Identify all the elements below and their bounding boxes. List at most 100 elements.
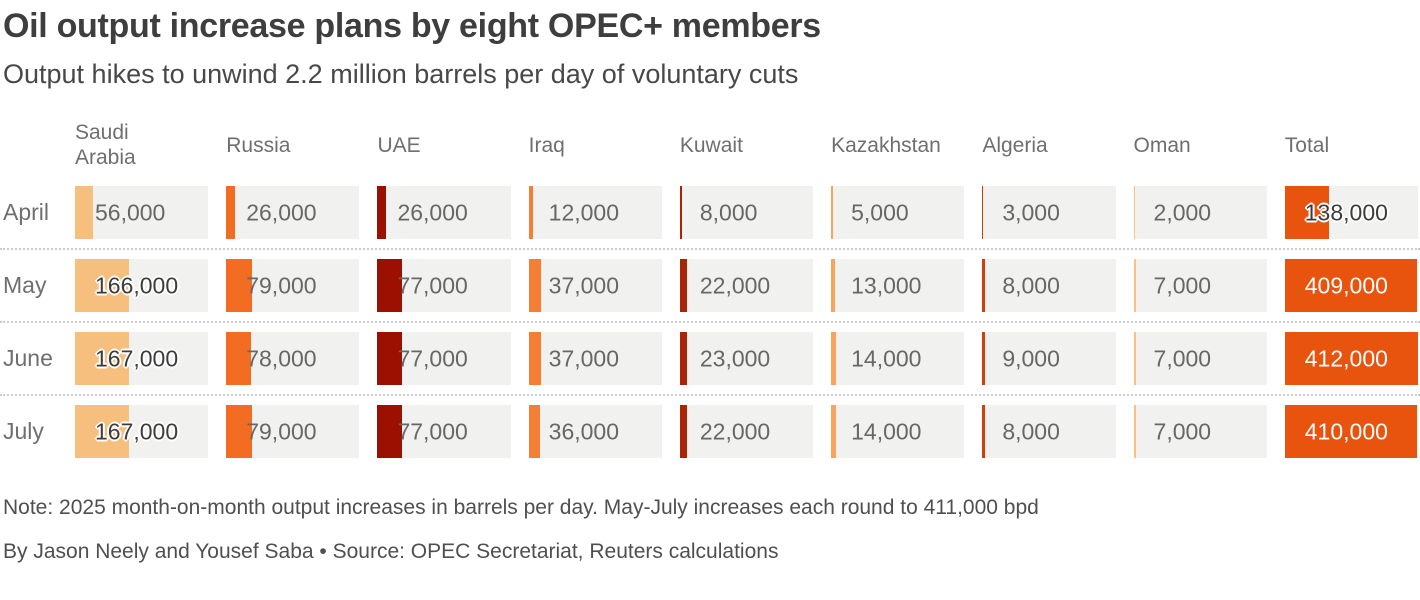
- value-cell: 23,000: [679, 332, 814, 386]
- value-cell: 7,000: [1133, 332, 1267, 386]
- row-label: May: [3, 272, 47, 299]
- value-bar: [1133, 332, 1136, 386]
- value-bar: [377, 332, 403, 386]
- value-bar: [377, 259, 403, 313]
- column-header-oman: Oman: [1133, 133, 1191, 157]
- value-bar: [982, 405, 985, 459]
- value-cell: 2,000: [1133, 186, 1267, 240]
- month-row-may: May 166,000 79,000 77,000 37,000 22,000 13,000…: [0, 259, 1420, 313]
- value-cell: 77,000: [377, 405, 511, 459]
- value-cell: 77,000: [377, 332, 511, 386]
- value-bar: [377, 405, 403, 459]
- column-header-russia: Russia: [226, 133, 291, 157]
- value-bar: [982, 259, 985, 313]
- value-label: 22,000: [699, 272, 771, 299]
- value-cell: 12,000: [528, 186, 662, 240]
- value-label: 36,000: [548, 418, 620, 445]
- value-label: 22,000: [699, 418, 771, 445]
- column-header-kuwait: Kuwait: [679, 133, 743, 157]
- value-bar: [528, 259, 541, 313]
- value-label: 14,000: [851, 418, 922, 445]
- value-label: 14,000: [851, 345, 922, 372]
- value-cell: 14,000: [831, 332, 965, 386]
- value-bar: [528, 332, 541, 386]
- value-label: 37,000: [548, 272, 620, 299]
- value-label: 409,000: [1304, 272, 1388, 299]
- value-bar: [75, 259, 129, 313]
- month-row-july: July 167,000 79,000 77,000 36,000 22,000 14,00…: [0, 405, 1420, 459]
- value-label: 78,000: [246, 345, 317, 372]
- value-label: 8,000: [1002, 272, 1060, 299]
- value-label: 56,000: [95, 199, 166, 226]
- value-label: 9,000: [1002, 345, 1060, 372]
- value-bar: [75, 405, 129, 459]
- row-separator: [0, 248, 1420, 251]
- value-cell: 7,000: [1133, 259, 1267, 313]
- chart-title: Oil output increase plans by eight OPEC+…: [3, 7, 821, 45]
- value-cell: 166,000: [75, 259, 209, 313]
- byline-source: By Jason Neely and Yousef Saba • Source:…: [3, 540, 779, 564]
- value-label: 37,000: [548, 345, 620, 372]
- value-bar: [1284, 405, 1418, 459]
- value-bar: [982, 186, 984, 240]
- value-label: 410,000: [1304, 418, 1388, 445]
- output-table: Saudi Arabia Russia UAE Iraq Kuwait Kazakhsta…: [0, 116, 1420, 459]
- total-cell: 138,000: [1284, 186, 1418, 240]
- row-label: July: [3, 418, 44, 445]
- value-cell: 22,000: [679, 259, 814, 313]
- value-label: 77,000: [397, 418, 468, 445]
- value-cell: 8,000: [679, 186, 814, 240]
- total-cell: 410,000: [1284, 405, 1418, 459]
- value-label: 8,000: [1002, 418, 1060, 445]
- total-cell: 412,000: [1284, 332, 1418, 386]
- value-bar: [377, 186, 386, 240]
- column-header-kazakhstan: Kazakhstan: [831, 133, 941, 157]
- value-label: 167,000: [95, 418, 179, 445]
- value-bar: [1284, 186, 1330, 240]
- month-row-june: June 167,000 78,000 77,000 37,000 23,000 14,00…: [0, 332, 1420, 386]
- value-bar: [528, 186, 533, 240]
- note-text: Note: 2025 month-on-month output increas…: [3, 496, 1039, 520]
- value-cell: 167,000: [75, 405, 209, 459]
- value-label: 77,000: [397, 272, 468, 299]
- value-bar: [1133, 405, 1136, 459]
- value-label: 2,000: [1153, 199, 1212, 226]
- value-cell: 167,000: [75, 332, 209, 386]
- value-bar: [1284, 332, 1418, 386]
- value-bar: [1133, 186, 1135, 240]
- value-cell: 8,000: [982, 259, 1116, 313]
- value-label: 7,000: [1153, 418, 1212, 445]
- value-label: 5,000: [851, 199, 909, 226]
- value-label: 166,000: [95, 272, 179, 299]
- value-cell: 26,000: [377, 186, 511, 240]
- value-cell: 37,000: [528, 259, 662, 313]
- value-label: 23,000: [699, 345, 771, 372]
- value-cell: 26,000: [226, 186, 360, 240]
- value-label: 79,000: [246, 272, 317, 299]
- value-bar: [226, 259, 252, 313]
- chart-subtitle: Output hikes to unwind 2.2 million barre…: [3, 59, 799, 90]
- column-header-algeria: Algeria: [982, 133, 1048, 157]
- column-header-uae: UAE: [377, 133, 421, 157]
- value-label: 167,000: [95, 345, 179, 372]
- row-separator: [0, 321, 1420, 324]
- month-row-april: April 56,000 26,000 26,000 12,000 8,000 5,000 3…: [0, 186, 1420, 240]
- value-cell: 3,000: [982, 186, 1116, 240]
- value-bar: [1133, 259, 1136, 313]
- value-label: 7,000: [1153, 272, 1212, 299]
- value-bar: [679, 405, 687, 459]
- value-bar: [679, 332, 688, 386]
- value-bar: [831, 332, 836, 386]
- value-cell: 56,000: [75, 186, 209, 240]
- value-label: 7,000: [1153, 345, 1212, 372]
- value-cell: 5,000: [831, 186, 965, 240]
- row-label: June: [3, 345, 53, 372]
- column-header-saudi-arabia: Saudi Arabia: [75, 120, 136, 170]
- value-cell: 79,000: [226, 405, 360, 459]
- value-bar: [982, 332, 986, 386]
- value-bar: [831, 259, 836, 313]
- value-label: 12,000: [548, 199, 620, 226]
- table-header-row: Saudi Arabia Russia UAE Iraq Kuwait Kazakhsta…: [0, 116, 1420, 174]
- value-cell: 8,000: [982, 405, 1116, 459]
